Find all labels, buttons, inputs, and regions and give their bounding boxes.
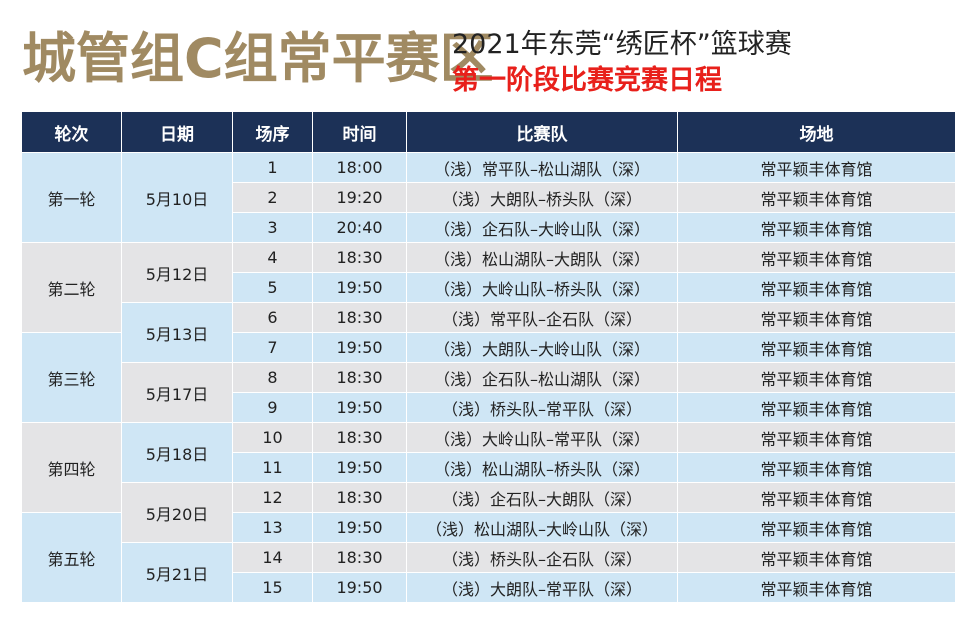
match-no-cell: 13 [232,512,313,543]
table-row: 9 19:50 （浅）桥头队–常平队（深） 常平颖丰体育馆 [22,392,956,423]
venue-cell: 常平颖丰体育馆 [677,152,956,183]
match-no-cell: 7 [232,332,313,363]
teams-cell: （浅）松山湖队–桥头队（深） [406,452,678,483]
table-row: 第一轮 5月10日 1 18:00 （浅）常平队–松山湖队（深） 常平颖丰体育馆 [21,152,956,243]
time-cell: 19:20 [312,182,407,213]
table-row: 5月21日 14 18:30 （浅）桥头队–企石队（深） 常平颖丰体育馆 [22,542,956,603]
round-cell: 第四轮 [21,422,122,513]
table-row: 第四轮 5月18日 10 18:30 （浅）大岭山队–常平队（深） 常平颖丰体育馆 [21,422,956,513]
teams-cell: （浅）松山湖队–大朗队（深） [406,242,678,273]
table-row: 5月17日 8 18:30 （浅）企石队–松山湖队（深） 常平颖丰体育馆 [22,362,956,423]
column-header-match-no: 场序 [232,111,313,153]
match-no-cell: 10 [232,422,313,453]
teams-cell: （浅）企石队–大岭山队（深） [406,212,678,243]
match-no-cell: 5 [232,272,313,303]
table-row: 5月20日 12 18:30 （浅）企石队–大朗队（深） 常平颖丰体育馆 [22,482,956,543]
time-cell: 18:30 [312,242,407,273]
date-cell: 5月12日 [121,242,233,303]
column-header-time: 时间 [312,111,407,153]
teams-cell: （浅）常平队–企石队（深） [406,302,678,333]
tournament-name: 2021年东莞“绣匠杯”篮球赛 [452,29,792,60]
time-cell: 19:50 [312,572,407,603]
teams-cell: （浅）桥头队–企石队（深） [406,542,678,573]
teams-cell: （浅）桥头队–常平队（深） [406,392,678,423]
match-no-cell: 15 [232,572,313,603]
venue-cell: 常平颖丰体育馆 [677,212,956,243]
venue-cell: 常平颖丰体育馆 [677,482,956,513]
table-row: 5 19:50 （浅）大岭山队–桥头队（深） 常平颖丰体育馆 [22,272,956,303]
teams-cell: （浅）常平队–松山湖队（深） [406,152,678,183]
table-row: 15 19:50 （浅）大朗队–常平队（深） 常平颖丰体育馆 [22,572,956,603]
match-no-cell: 1 [232,152,313,183]
teams-cell: （浅）大岭山队–桥头队（深） [406,272,678,303]
teams-cell: （浅）企石队–大朗队（深） [406,482,678,513]
match-no-cell: 8 [232,362,313,393]
time-cell: 19:50 [312,332,407,363]
round-cell: 第一轮 [21,152,122,243]
time-cell: 19:50 [312,272,407,303]
venue-cell: 常平颖丰体育馆 [677,242,956,273]
date-cell: 5月21日 [121,542,233,603]
date-cell: 5月10日 [121,152,233,243]
table-row: 3 20:40 （浅）企石队–大岭山队（深） 常平颖丰体育馆 [22,212,956,243]
time-cell: 19:50 [312,392,407,423]
venue-cell: 常平颖丰体育馆 [677,272,956,303]
time-cell: 18:30 [312,302,407,333]
page-title: 城管组C组常平赛区 [22,27,494,90]
teams-cell: （浅）大朗队–桥头队（深） [406,182,678,213]
match-no-cell: 11 [232,452,313,483]
teams-cell: （浅）大朗队–常平队（深） [406,572,678,603]
time-cell: 18:30 [312,422,407,453]
stage-title: 第一阶段比赛竞赛日程 [452,65,722,96]
table-header-row: 轮次 日期 场序 时间 比赛队 场地 [21,111,956,153]
table-row: 第三轮 7 19:50 （浅）大朗队–大岭山队（深） 常平颖丰体育馆 [21,332,956,423]
teams-cell: （浅）松山湖队–大岭山队（深） [406,512,678,543]
time-cell: 18:30 [312,542,407,573]
match-no-cell: 9 [232,392,313,423]
venue-cell: 常平颖丰体育馆 [677,422,956,453]
time-cell: 18:00 [312,152,407,183]
table-row: 第二轮 5月12日 4 18:30 （浅）松山湖队–大朗队（深） 常平颖丰体育馆 [21,242,956,333]
table-row: 第五轮 13 19:50 （浅）松山湖队–大岭山队（深） 常平颖丰体育馆 [21,512,956,603]
venue-cell: 常平颖丰体育馆 [677,512,956,543]
time-cell: 18:30 [312,482,407,513]
date-cell: 5月20日 [121,482,233,543]
time-cell: 18:30 [312,362,407,393]
venue-cell: 常平颖丰体育馆 [677,362,956,393]
match-no-cell: 14 [232,542,313,573]
page-header: 城管组C组常平赛区 2021年东莞“绣匠杯”篮球赛 第一阶段比赛竞赛日程 [0,0,976,108]
venue-cell: 常平颖丰体育馆 [677,332,956,363]
time-cell: 19:50 [312,512,407,543]
match-no-cell: 3 [232,212,313,243]
match-no-cell: 4 [232,242,313,273]
date-cell: 5月18日 [121,422,233,483]
round-cell: 第三轮 [21,332,122,423]
schedule-table: 轮次 日期 场序 时间 比赛队 场地 第一轮 5月10日 1 18:00 （浅）常平队–… [21,111,956,603]
date-cell: 5月13日 [121,302,233,363]
column-header-teams: 比赛队 [406,111,678,153]
teams-cell: （浅）企石队–松山湖队（深） [406,362,678,393]
match-no-cell: 12 [232,482,313,513]
date-cell: 5月17日 [121,362,233,423]
time-cell: 19:50 [312,452,407,483]
round-cell: 第五轮 [21,512,122,603]
column-header-date: 日期 [121,111,233,153]
venue-cell: 常平颖丰体育馆 [677,302,956,333]
column-header-round: 轮次 [21,111,122,153]
venue-cell: 常平颖丰体育馆 [677,542,956,573]
round-cell: 第二轮 [21,242,122,333]
teams-cell: （浅）大朗队–大岭山队（深） [406,332,678,363]
time-cell: 20:40 [312,212,407,243]
venue-cell: 常平颖丰体育馆 [677,452,956,483]
column-header-venue: 场地 [677,111,956,153]
match-no-cell: 2 [232,182,313,213]
teams-cell: （浅）大岭山队–常平队（深） [406,422,678,453]
venue-cell: 常平颖丰体育馆 [677,572,956,603]
venue-cell: 常平颖丰体育馆 [677,182,956,213]
match-no-cell: 6 [232,302,313,333]
venue-cell: 常平颖丰体育馆 [677,392,956,423]
table-row: 2 19:20 （浅）大朗队–桥头队（深） 常平颖丰体育馆 [22,182,956,213]
table-row: 5月13日 6 18:30 （浅）常平队–企石队（深） 常平颖丰体育馆 [22,302,956,363]
